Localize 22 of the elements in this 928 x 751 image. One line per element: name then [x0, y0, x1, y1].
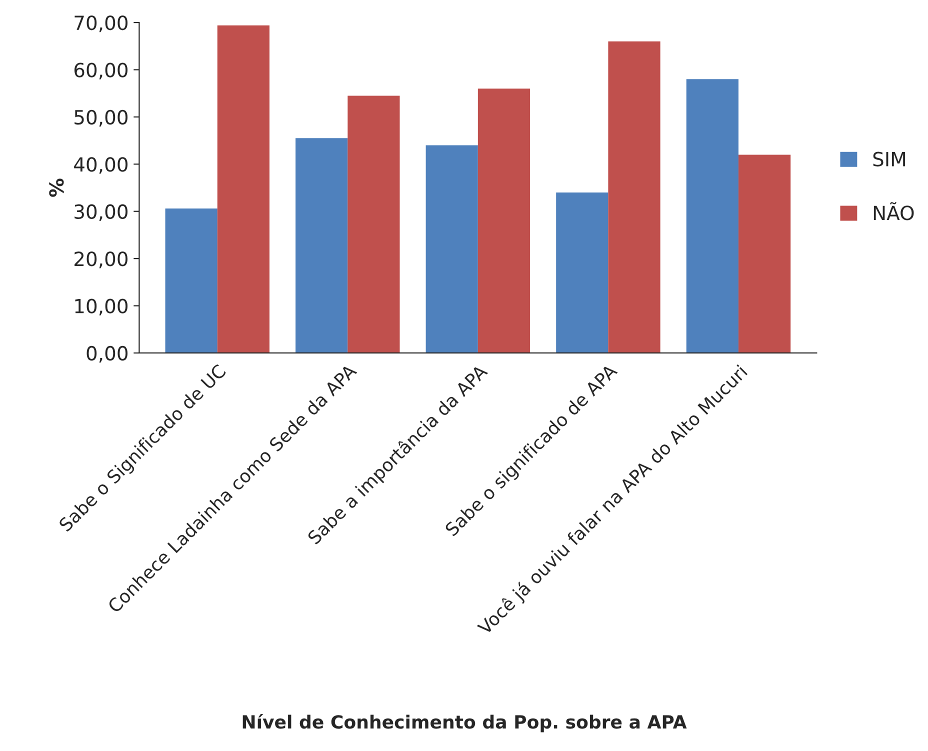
y-tick-label: 0,00: [86, 346, 128, 363]
y-tick-label: 50,00: [74, 110, 128, 127]
bar: [296, 138, 348, 353]
bar: [738, 154, 791, 353]
y-tick-label: 30,00: [74, 204, 128, 221]
bar: [608, 41, 660, 353]
bar: [556, 192, 608, 353]
y-tick-label: 10,00: [75, 298, 128, 316]
bar: [165, 208, 218, 353]
bar: [686, 79, 738, 353]
bar: [478, 88, 530, 353]
legend-label: NÃO: [874, 202, 914, 220]
bar: [217, 25, 270, 353]
y-axis-title: %: [49, 178, 64, 197]
y-tick-label: 20,00: [74, 252, 128, 268]
y-tick-label: 40,00: [74, 157, 128, 174]
x-axis-title: Nível de Conhecimento da Pop. sobre a APA: [242, 714, 687, 732]
bar: [426, 145, 478, 353]
legend-label: SIM: [873, 152, 905, 166]
y-tick-label: 60,00: [74, 62, 128, 80]
bar: [348, 96, 400, 353]
y-tick-label: 70,00: [74, 15, 128, 32]
